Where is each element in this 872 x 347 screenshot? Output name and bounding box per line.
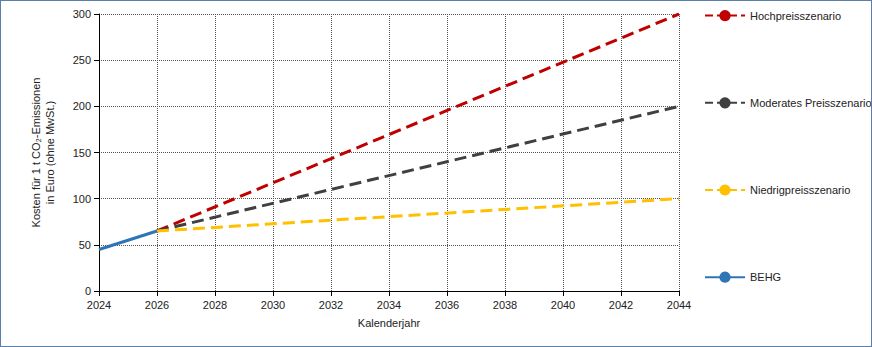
svg-text:50: 50 (79, 239, 91, 251)
svg-text:150: 150 (73, 147, 91, 159)
svg-text:in Euro (ohne MwSt.): in Euro (ohne MwSt.) (44, 101, 56, 204)
svg-text:Kalenderjahr: Kalenderjahr (358, 317, 421, 329)
svg-text:2026: 2026 (145, 299, 169, 311)
svg-text:Hochpreisszenario: Hochpreisszenario (750, 10, 841, 22)
svg-text:BEHG: BEHG (750, 271, 781, 283)
svg-text:2036: 2036 (435, 299, 459, 311)
svg-text:Kosten für 1 t CO₂-Emissionen: Kosten für 1 t CO₂-Emissionen (30, 78, 42, 228)
svg-text:2028: 2028 (203, 299, 227, 311)
svg-text:100: 100 (73, 193, 91, 205)
svg-text:2038: 2038 (493, 299, 517, 311)
svg-text:0: 0 (85, 285, 91, 297)
svg-text:Niedrigpreisszenario: Niedrigpreisszenario (750, 184, 850, 196)
svg-text:200: 200 (73, 100, 91, 112)
svg-text:2044: 2044 (667, 299, 691, 311)
svg-text:2032: 2032 (319, 299, 343, 311)
svg-text:2024: 2024 (87, 299, 111, 311)
svg-text:300: 300 (73, 8, 91, 20)
svg-text:Moderates Preisszenario: Moderates Preisszenario (750, 97, 871, 109)
svg-text:250: 250 (73, 54, 91, 66)
svg-text:2042: 2042 (609, 299, 633, 311)
svg-text:2040: 2040 (551, 299, 575, 311)
svg-text:2030: 2030 (261, 299, 285, 311)
svg-text:2034: 2034 (377, 299, 401, 311)
